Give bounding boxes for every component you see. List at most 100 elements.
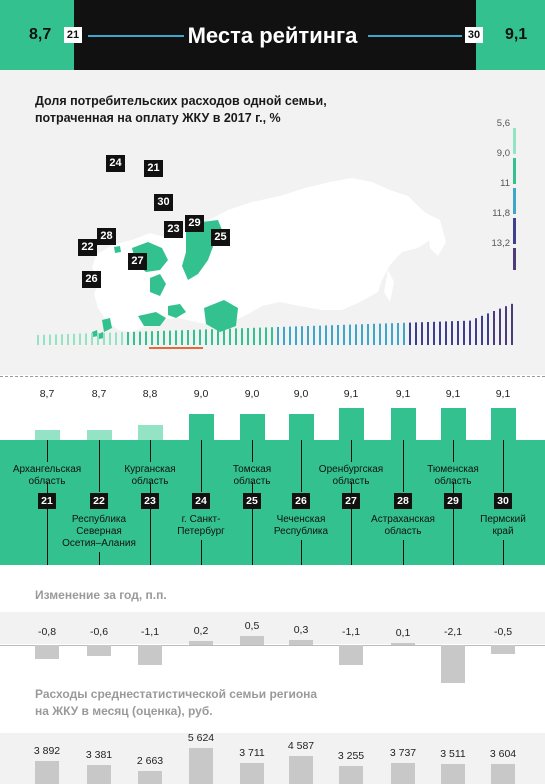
region-orenburg-shape bbox=[138, 312, 166, 326]
overview-bar bbox=[493, 311, 495, 345]
russia-map bbox=[92, 178, 446, 339]
overview-bar bbox=[505, 306, 507, 345]
overview-bar bbox=[37, 335, 39, 345]
region-tick bbox=[150, 509, 151, 565]
share-bar bbox=[87, 430, 112, 440]
overview-bar bbox=[415, 322, 417, 345]
region-rank-badge: 23 bbox=[141, 493, 159, 509]
overview-bar bbox=[49, 334, 51, 345]
region-tick bbox=[150, 482, 151, 493]
map-marker-27: 27 bbox=[128, 253, 147, 270]
overview-bar bbox=[175, 330, 177, 345]
region-tick bbox=[403, 440, 404, 492]
map-marker-26: 26 bbox=[82, 271, 101, 288]
scale-label-5: 13,2 bbox=[491, 238, 511, 249]
region-tick bbox=[99, 552, 100, 565]
share-values-row: 8,7 8,7 8,8 9,0 9,0 9,0 9,1 9,1 9,1 9,1 bbox=[0, 380, 545, 442]
region-name: Астраханская область bbox=[371, 514, 435, 537]
change-value-label: 0,1 bbox=[395, 627, 411, 639]
region-rank-badge: 30 bbox=[494, 493, 512, 509]
overview-bar bbox=[457, 321, 459, 345]
header-right-rule bbox=[368, 35, 462, 37]
region-tomsk-shape bbox=[204, 300, 238, 332]
overview-bar bbox=[487, 313, 489, 345]
overview-bar bbox=[391, 323, 393, 345]
overview-bar bbox=[211, 329, 213, 345]
region-rank-badge: 29 bbox=[444, 493, 462, 509]
region-tick bbox=[150, 440, 151, 462]
region-rank-badge: 25 bbox=[243, 493, 261, 509]
header-left-panel bbox=[0, 0, 74, 70]
share-bar bbox=[289, 413, 314, 440]
change-baseline bbox=[0, 645, 545, 646]
overview-bar bbox=[43, 334, 45, 345]
region-tick bbox=[99, 440, 100, 492]
overview-bar bbox=[91, 333, 93, 345]
overview-bar bbox=[385, 323, 387, 345]
region-tick bbox=[351, 509, 352, 565]
map-marker-25: 25 bbox=[211, 229, 230, 246]
overview-bar bbox=[481, 315, 483, 345]
spending-value-label: 3 604 bbox=[489, 747, 517, 760]
overview-bar bbox=[55, 334, 57, 345]
region-tick bbox=[403, 540, 404, 565]
change-bar bbox=[441, 645, 465, 683]
spending-chart: 3 892 3 381 2 663 5 624 3 711 4 587 3 255 3 737… bbox=[0, 732, 545, 784]
change-value-label: 0,2 bbox=[193, 625, 209, 638]
overview-highlight bbox=[149, 347, 203, 349]
region-tick bbox=[47, 509, 48, 565]
overview-bar bbox=[325, 325, 327, 345]
overview-bar bbox=[67, 334, 69, 345]
overview-bar bbox=[109, 332, 111, 345]
overview-bar bbox=[259, 327, 261, 345]
overview-bar bbox=[475, 318, 477, 345]
spending-value-label: 3 255 bbox=[337, 750, 365, 763]
region-tick bbox=[453, 440, 454, 462]
scale-label-3: 11 bbox=[500, 178, 510, 189]
region-north-ossetia-shape bbox=[92, 330, 98, 337]
overview-bar bbox=[295, 326, 297, 345]
region-name: Курганская область bbox=[124, 464, 176, 487]
spending-title-line2: на ЖКУ в месяц (оценка), руб. bbox=[35, 704, 213, 718]
change-value-label: -0,5 bbox=[493, 626, 513, 638]
overview-bar bbox=[283, 326, 285, 345]
change-bar bbox=[35, 645, 59, 660]
change-value-label: -0,8 bbox=[37, 626, 57, 638]
overview-bar bbox=[379, 323, 381, 345]
spending-bar bbox=[138, 770, 162, 784]
region-tick bbox=[201, 440, 202, 492]
overview-bar bbox=[229, 328, 231, 345]
overview-bar bbox=[337, 325, 339, 345]
share-value-label: 9,0 bbox=[193, 388, 209, 400]
change-bar bbox=[491, 645, 515, 654]
overview-bar bbox=[439, 321, 441, 345]
overview-bar bbox=[103, 332, 105, 345]
change-panel-top bbox=[0, 612, 545, 644]
region-name: Оренбургская область bbox=[318, 464, 384, 487]
overview-bar bbox=[73, 333, 75, 345]
page-title: Места рейтинга bbox=[187, 23, 358, 48]
region-name: Пермский край bbox=[480, 514, 526, 537]
spending-title-line1: Расходы среднестатистической семьи регио… bbox=[35, 687, 318, 701]
spending-value-label: 3 381 bbox=[85, 749, 113, 762]
spending-value-label: 2 663 bbox=[136, 754, 164, 767]
overview-bar bbox=[427, 322, 429, 345]
change-bar bbox=[391, 643, 415, 645]
region-name: Архангельская область bbox=[12, 464, 82, 487]
overview-bar bbox=[355, 324, 357, 345]
overview-bar bbox=[205, 329, 207, 345]
overview-bar-strip bbox=[37, 303, 513, 349]
share-value-label: 9,1 bbox=[395, 388, 411, 400]
spending-value-label: 5 624 bbox=[187, 732, 215, 745]
overview-bar bbox=[451, 321, 453, 345]
overview-bar bbox=[235, 328, 237, 345]
spending-value-label: 3 892 bbox=[33, 745, 61, 758]
spending-bar bbox=[87, 765, 111, 784]
overview-bar bbox=[349, 324, 351, 345]
region-astrakhan-shape bbox=[102, 318, 112, 332]
map-marker-22: 22 bbox=[78, 239, 97, 256]
spending-value-label: 3 737 bbox=[389, 746, 417, 759]
spending-title: Расходы среднестатистической семьи регио… bbox=[35, 686, 317, 720]
share-value-label: 9,0 bbox=[244, 388, 260, 400]
region-name: Чеченская Республика bbox=[273, 514, 329, 537]
